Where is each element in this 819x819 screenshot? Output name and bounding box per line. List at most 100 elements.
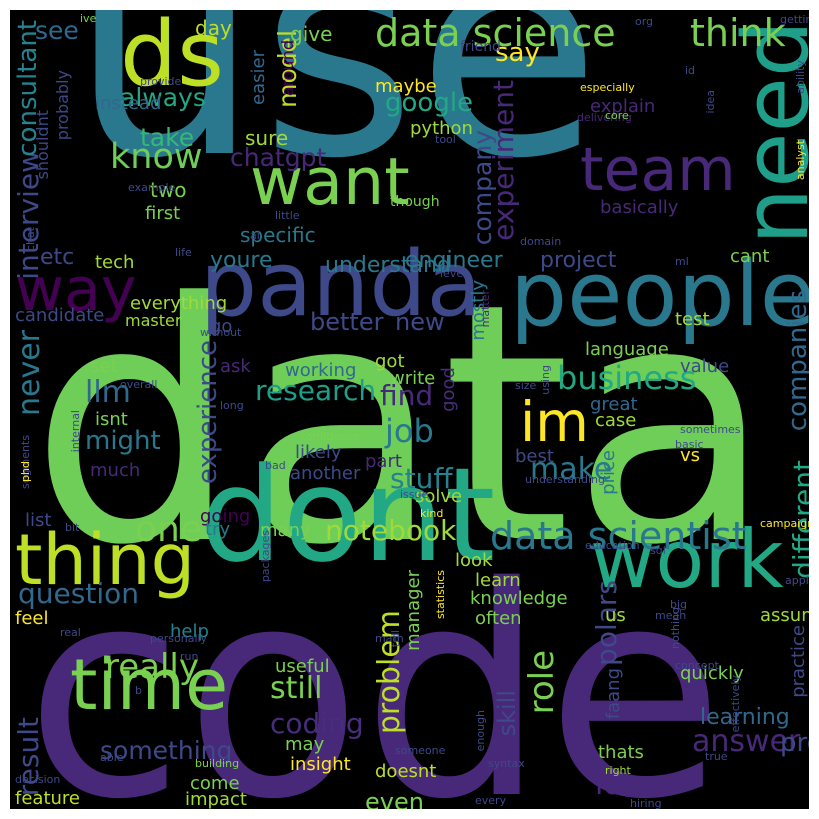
word-never: never: [12, 330, 47, 417]
word-syntax: syntax: [488, 757, 525, 770]
word-feature: feature: [15, 788, 80, 809]
word-example: example: [128, 181, 176, 194]
word-specific: specific: [240, 223, 316, 247]
word-enough: enough: [474, 710, 487, 752]
word-come: come: [190, 773, 240, 794]
word-tool: tool: [435, 133, 456, 146]
word-got: got: [375, 351, 405, 372]
word-tech: tech: [95, 252, 135, 273]
word-know: know: [110, 137, 203, 177]
word-chat: chat: [24, 227, 37, 252]
word-packages: packages: [259, 530, 272, 583]
word-im: im: [520, 390, 589, 454]
word-master: master: [125, 311, 182, 330]
word-job: job: [385, 412, 434, 450]
word-look: look: [455, 550, 493, 571]
word-sometimes: sometimes: [680, 423, 741, 436]
word-ive: ive: [80, 12, 97, 25]
word-experience: experience: [193, 340, 223, 485]
word-getting: getting: [780, 13, 809, 26]
word-team: team: [580, 135, 736, 205]
word-learning: learning: [700, 705, 790, 730]
word-isnt: isnt: [95, 409, 128, 430]
word-always: always: [120, 83, 206, 112]
word-say: say: [495, 38, 540, 68]
word-role: role: [522, 650, 562, 715]
word-quickly: quickly: [680, 663, 744, 684]
word-tell: tell: [389, 630, 402, 648]
word-panda: panda: [200, 232, 482, 337]
word-basically: basically: [600, 197, 679, 218]
word-statistics: statistics: [434, 570, 447, 620]
word-bit: bit: [65, 521, 80, 534]
word-companies: companies: [783, 290, 809, 432]
word-solve: solve: [415, 486, 463, 507]
word-cant: cant: [730, 246, 770, 267]
word-better: better: [310, 308, 384, 336]
word-research: research: [255, 374, 377, 407]
word-phd: phd: [19, 461, 32, 482]
word-try: try: [205, 519, 231, 540]
word-see: see: [35, 16, 79, 45]
word-people: people: [510, 242, 809, 347]
word-ask: ask: [220, 356, 251, 377]
word-level: level: [440, 267, 467, 280]
word-data-science: data science: [375, 11, 616, 55]
word-something: something: [100, 736, 233, 765]
word-stuff: stuff: [390, 462, 453, 495]
word-youre: youre: [210, 248, 273, 273]
word-knowledge: knowledge: [470, 588, 568, 609]
word-problem: problem: [372, 610, 407, 735]
word-data-scientist: data scientist: [490, 514, 747, 558]
word-thing: thing: [15, 519, 196, 601]
word-friend: friend: [460, 39, 501, 55]
word-little: little: [275, 209, 300, 222]
word-ability: ability: [794, 60, 807, 94]
word-skill: skill: [493, 690, 521, 737]
word-might: might: [85, 426, 161, 456]
word-want: want: [250, 145, 410, 220]
word-etc: etc: [40, 245, 75, 270]
word-think: think: [690, 11, 786, 55]
word-write: write: [390, 368, 436, 389]
word-applications: applications: [785, 574, 809, 587]
word-answer: answer: [692, 724, 801, 759]
word-internal: internal: [69, 410, 82, 453]
word-concept: concept: [675, 659, 719, 672]
word-use: use: [70, 10, 602, 224]
word-lot: lot: [595, 767, 634, 802]
word-company: company: [468, 130, 497, 246]
word-go: go: [210, 316, 233, 337]
word-llm: llm: [85, 375, 131, 410]
word-often: often: [475, 608, 522, 629]
word-practice: practice: [788, 625, 809, 698]
word-mean: mean: [655, 609, 687, 622]
word-two: two: [150, 178, 187, 202]
word-data: data: [30, 233, 774, 617]
word-useful: useful: [275, 656, 330, 677]
word-project: project: [540, 248, 617, 273]
word-domain: domain: [520, 235, 562, 248]
word-python: python: [410, 118, 473, 139]
word-around: around: [278, 40, 297, 97]
word-run: run: [180, 650, 199, 663]
word-understanding: understanding: [525, 473, 605, 486]
word-bad: bad: [265, 459, 286, 472]
word-real: real: [60, 626, 81, 639]
word-manager: manager: [403, 570, 424, 651]
word-explain: explain: [590, 96, 656, 117]
word-dont: dont: [200, 439, 496, 591]
word-us: us: [605, 605, 626, 626]
word-probably: probably: [53, 70, 72, 141]
word-still: still: [270, 671, 323, 706]
word-size: size: [515, 379, 537, 392]
word-core: core: [605, 109, 629, 122]
word-vs: vs: [680, 445, 701, 466]
word-chatgpt: chatgpt: [230, 143, 327, 172]
word-ai: ai: [250, 229, 260, 242]
word-great: great: [590, 394, 638, 415]
word-instead: instead: [95, 93, 162, 114]
word-find: find: [380, 379, 434, 412]
word-ml: ml: [675, 255, 689, 268]
